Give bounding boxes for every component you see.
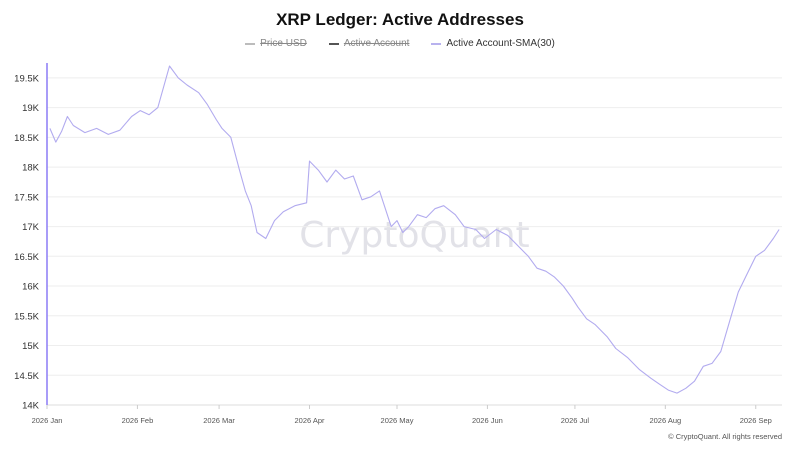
x-tick-label: 2026 May bbox=[381, 416, 414, 425]
legend: Price USD Active Account Active Account-… bbox=[0, 38, 800, 49]
watermark-text: CryptoQuant bbox=[299, 215, 529, 256]
y-tick-label: 16K bbox=[22, 282, 40, 293]
x-tick-label: 2026 Mar bbox=[203, 416, 235, 425]
y-tick-label: 14.5K bbox=[14, 371, 39, 382]
legend-swatch-active-account bbox=[328, 42, 339, 45]
legend-label-price-usd: Price USD bbox=[260, 38, 307, 49]
chart-title: XRP Ledger: Active Addresses bbox=[276, 10, 524, 29]
legend-swatch-price-usd bbox=[245, 42, 256, 45]
x-tick-label: 2026 Sep bbox=[740, 416, 772, 425]
y-tick-label: 19.5K bbox=[14, 73, 39, 84]
y-tick-label: 15.5K bbox=[14, 311, 39, 322]
x-tick-label: 2026 Jun bbox=[472, 416, 503, 425]
y-tick-label: 18.5K bbox=[14, 133, 39, 144]
y-tick-label: 17K bbox=[22, 222, 40, 233]
copyright-footer: © CryptoQuant. All rights reserved bbox=[668, 432, 782, 441]
legend-label-active-account: Active Account bbox=[343, 38, 410, 49]
legend-item-active-account-sma[interactable]: Active Account-SMA(30) bbox=[431, 38, 555, 49]
y-tick-label: 14K bbox=[22, 401, 40, 412]
legend-label-active-account-sma: Active Account-SMA(30) bbox=[446, 38, 555, 49]
series-line-active-account-sma bbox=[49, 65, 780, 394]
legend-item-price-usd[interactable]: Price USD bbox=[245, 38, 307, 49]
legend-swatch-active-account-sma bbox=[431, 42, 442, 45]
y-tick-label: 16.5K bbox=[14, 252, 39, 263]
x-tick-label: 2026 Jul bbox=[561, 416, 590, 425]
legend-item-active-account[interactable]: Active Account bbox=[328, 38, 410, 49]
x-tick-label: 2026 Aug bbox=[649, 416, 681, 425]
y-tick-label: 18K bbox=[22, 163, 40, 174]
y-tick-label: 19K bbox=[22, 103, 40, 114]
y-tick-label: 17.5K bbox=[14, 192, 39, 203]
y-tick-label: 15K bbox=[22, 341, 40, 352]
x-tick-label: 2026 Jan bbox=[32, 416, 63, 425]
x-tick-label: 2026 Feb bbox=[122, 416, 154, 425]
x-tick-label: 2026 Apr bbox=[294, 416, 325, 425]
